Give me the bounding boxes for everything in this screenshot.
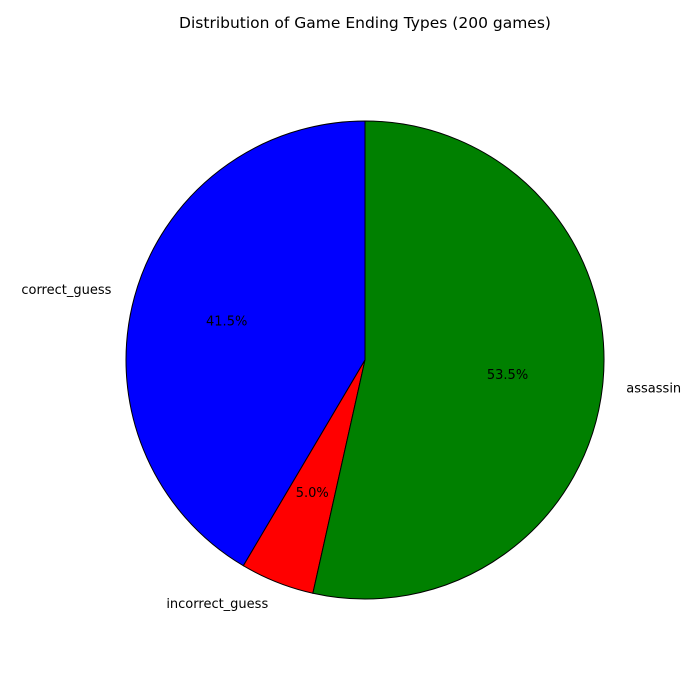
slice-label: correct_guess (21, 283, 111, 298)
slice-percent-label: 53.5% (487, 368, 528, 383)
pie-slice-correct-guess (125, 120, 366, 567)
slice-label: assassin (626, 381, 681, 396)
slice-percent-label: 41.5% (206, 315, 247, 330)
slice-percent-label: 5.0% (296, 486, 329, 501)
chart-title: Distribution of Game Ending Types (200 g… (179, 14, 551, 32)
slice-label: incorrect_guess (166, 597, 268, 612)
pie-slice-assassin (312, 120, 605, 600)
